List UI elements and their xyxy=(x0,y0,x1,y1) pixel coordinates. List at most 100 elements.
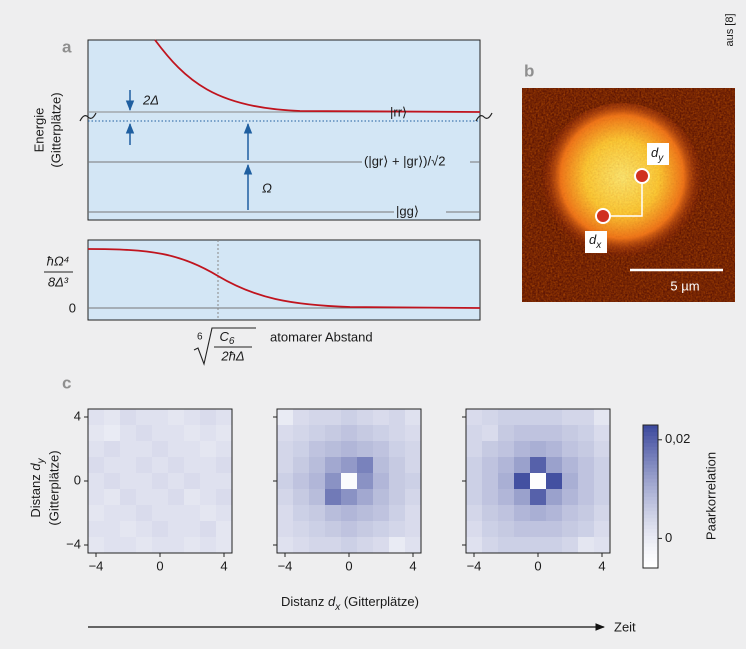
heatmap-cell xyxy=(562,473,578,489)
heatmap-cell xyxy=(200,505,216,521)
heatmap-cell xyxy=(498,473,514,489)
heatmap-cell xyxy=(136,505,152,521)
heatmap-cell xyxy=(168,473,184,489)
heatmap-cell xyxy=(389,409,405,425)
heatmap-cell xyxy=(104,505,120,521)
heatmap-cell xyxy=(594,457,610,473)
heatmap-cell xyxy=(389,521,405,537)
heatmap-cell xyxy=(578,489,594,505)
colorbar-label: Paarkorrelation xyxy=(703,452,718,540)
colorbar-step xyxy=(643,429,658,433)
heatmap-cell xyxy=(357,441,373,457)
colorbar-step xyxy=(643,457,658,461)
colorbar-step xyxy=(643,550,658,554)
colorbar-step xyxy=(643,436,658,440)
x-tick-label: −4 xyxy=(89,558,104,573)
heatmap-cell xyxy=(466,521,482,537)
heatmap-cell xyxy=(482,409,498,425)
colorbar-step xyxy=(643,539,658,543)
heatmap-cell xyxy=(277,473,293,489)
heatmap-cell xyxy=(405,441,421,457)
heatmap-cell xyxy=(546,505,562,521)
y-tick-label: −4 xyxy=(66,536,81,551)
heatmap-cell xyxy=(357,489,373,505)
heatmap-cell xyxy=(200,537,216,553)
heatmap-cell xyxy=(482,521,498,537)
heatmap-cell xyxy=(293,537,309,553)
heatmap-cell xyxy=(482,473,498,489)
heatmap-cell xyxy=(341,425,357,441)
colorbar-step xyxy=(643,561,658,565)
heatmap-cell xyxy=(200,409,216,425)
heatmap-cell xyxy=(578,521,594,537)
heatmap-cell xyxy=(120,505,136,521)
heatmap-cell xyxy=(88,489,104,505)
heatmap-cell xyxy=(530,537,546,553)
heatmap-cell xyxy=(293,505,309,521)
heatmap-cell xyxy=(293,457,309,473)
heatmap-cell xyxy=(357,473,373,489)
heatmap-cell xyxy=(514,409,530,425)
panel-label: b xyxy=(524,61,534,80)
heatmap-cell xyxy=(562,441,578,457)
heatmap-cell xyxy=(389,425,405,441)
heatmap-cell xyxy=(104,537,120,553)
root-text: 6 xyxy=(229,336,235,347)
heatmap-cell xyxy=(325,409,341,425)
heatmap-cell xyxy=(88,441,104,457)
heatmap-cell xyxy=(341,505,357,521)
colorbar-step xyxy=(643,486,658,490)
heatmap-cell xyxy=(341,409,357,425)
heatmap-cell xyxy=(325,505,341,521)
heatmap-cell xyxy=(530,505,546,521)
heatmap-cell xyxy=(152,425,168,441)
heatmap-cell xyxy=(546,441,562,457)
heatmap-cell xyxy=(293,489,309,505)
colorbar-step xyxy=(643,489,658,493)
heatmap-cell xyxy=(216,457,232,473)
heatmap-cell xyxy=(530,489,546,505)
heatmap-cell xyxy=(293,521,309,537)
heatmap-cell xyxy=(514,441,530,457)
heatmap-cell xyxy=(152,473,168,489)
colorbar-tick-label: 0,02 xyxy=(665,431,690,446)
colorbar-step xyxy=(643,493,658,497)
heatmap-cell xyxy=(216,409,232,425)
heatmap-cell xyxy=(104,441,120,457)
colorbar-tick-label: 0 xyxy=(665,530,672,545)
heatmap-cell xyxy=(546,473,562,489)
heatmap-cell xyxy=(498,409,514,425)
heatmap-cell xyxy=(405,409,421,425)
heatmap-cell xyxy=(562,505,578,521)
heatmap-cell xyxy=(152,537,168,553)
y-axis-label: Energie xyxy=(31,108,46,153)
heatmap-cell xyxy=(293,409,309,425)
heatmap-cell xyxy=(482,425,498,441)
heatmap-cell xyxy=(530,521,546,537)
scale-label: 5 µm xyxy=(670,278,699,293)
label-text: Distanz xyxy=(281,594,328,609)
y-tick-label: 8Δ³ xyxy=(48,274,69,289)
heatmap-cell xyxy=(357,425,373,441)
colorbar-step xyxy=(643,518,658,522)
heatmap-cell xyxy=(293,441,309,457)
heatmap-cell xyxy=(546,521,562,537)
heatmap-cell xyxy=(514,473,530,489)
x-tick-label: 0 xyxy=(156,558,163,573)
heatmap-cell xyxy=(373,505,389,521)
heatmap-cell xyxy=(136,489,152,505)
colorbar-step xyxy=(643,529,658,533)
colorbar-step xyxy=(643,543,658,547)
heatmap-cell xyxy=(325,425,341,441)
heatmap-cell xyxy=(136,521,152,537)
heatmap-cell xyxy=(466,441,482,457)
heatmap-cell xyxy=(373,537,389,553)
heatmap-cell xyxy=(136,441,152,457)
heatmap-cell xyxy=(309,473,325,489)
heatmap-cell xyxy=(373,457,389,473)
y-axis-label: (Gitterplätze) xyxy=(46,450,61,525)
heatmap-cell xyxy=(530,441,546,457)
heatmap-cell xyxy=(88,409,104,425)
heatmap-cell xyxy=(530,409,546,425)
